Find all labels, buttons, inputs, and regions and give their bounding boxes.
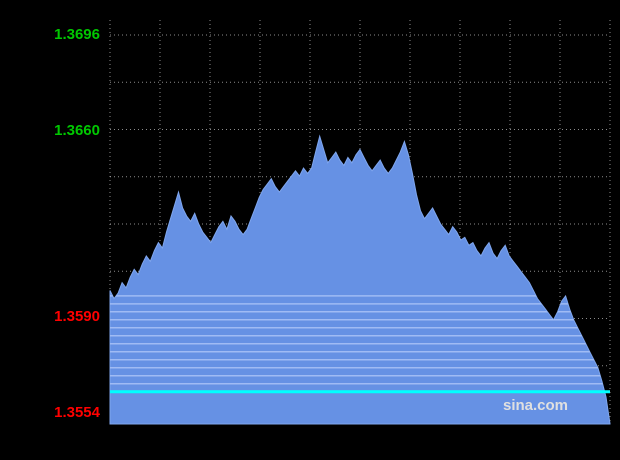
y-axis-label-lower: 1.3590 bbox=[54, 308, 100, 325]
area-series bbox=[109, 134, 611, 425]
watermark: sina.com bbox=[503, 397, 569, 414]
y-axis-label-low: 1.3554 bbox=[54, 404, 100, 421]
y-axis-label-upper: 1.3660 bbox=[54, 122, 100, 139]
stripe-lines bbox=[110, 295, 610, 385]
y-axis-label-high: 1.3696 bbox=[54, 26, 100, 43]
